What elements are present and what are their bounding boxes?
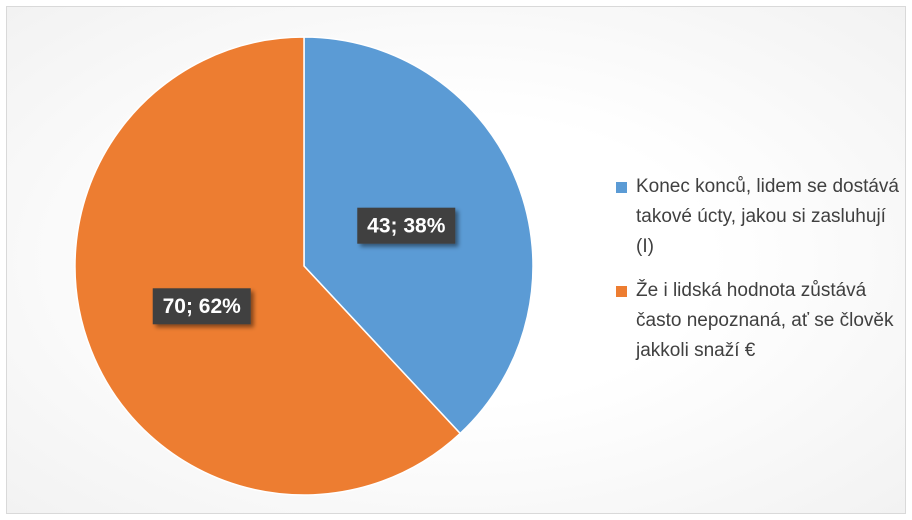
data-label-text: 43; 38% (367, 214, 446, 237)
legend-label: Konec konců, lidem se dostává takové úct… (636, 176, 899, 257)
legend-label: Že i lidská hodnota zůstává často nepozn… (636, 280, 894, 361)
legend-item: Že i lidská hodnota zůstává často nepozn… (616, 276, 906, 366)
legend-swatch (616, 182, 627, 193)
data-label-box (357, 207, 456, 244)
pie-slice (74, 36, 462, 496)
data-label: 70; 62% (152, 288, 251, 325)
legend-item: Konec konců, lidem se dostává takové úct… (616, 172, 906, 262)
legend-swatch (616, 286, 627, 297)
data-label-box (152, 288, 251, 325)
data-label-text: 70; 62% (163, 295, 242, 318)
data-label: 43; 38% (357, 207, 456, 244)
